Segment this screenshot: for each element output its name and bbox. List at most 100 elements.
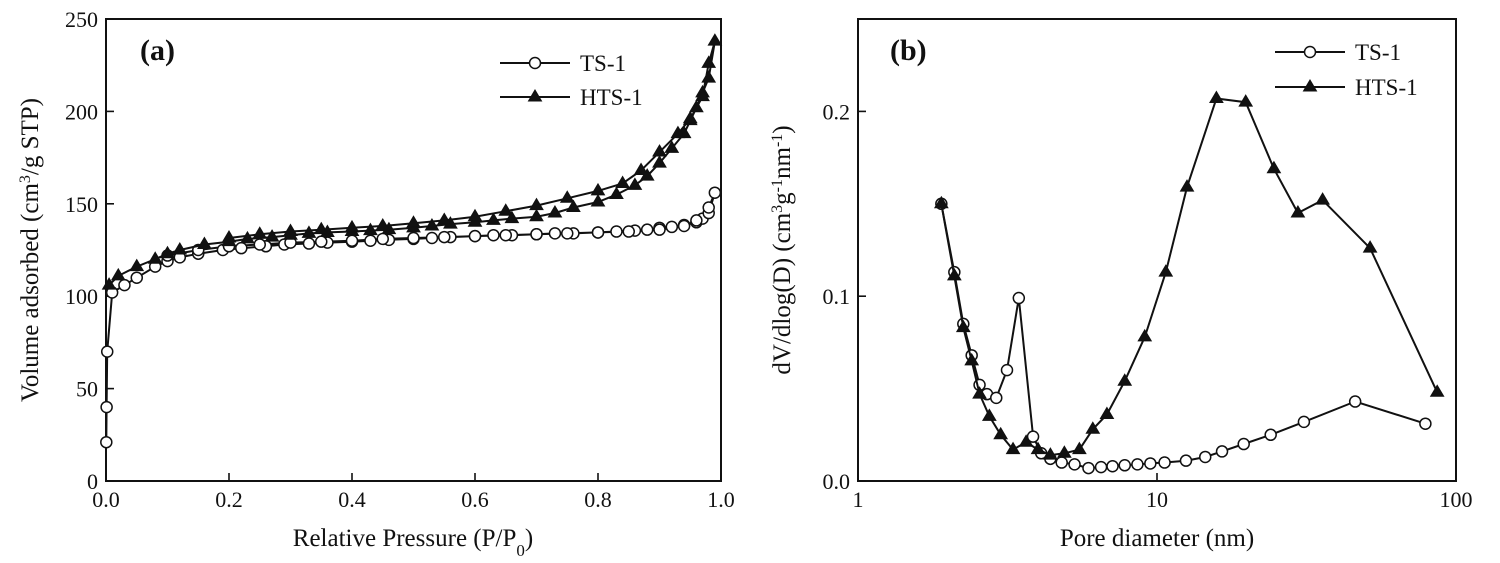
panel-a-plot-frame [105, 18, 722, 482]
data-point-ts1 [1158, 456, 1171, 469]
series-line-hts1 [940, 97, 1439, 457]
data-point-hts1 [615, 175, 630, 188]
data-point-hts1 [609, 186, 624, 200]
data-point-hts1 [701, 55, 717, 68]
data-point-hts1 [707, 33, 723, 46]
data-point-hts1 [933, 195, 949, 209]
data-point-hts1 [1209, 90, 1224, 103]
data-point-hts1 [197, 236, 212, 249]
data-point-ts1 [1144, 457, 1157, 470]
data-point-hts1 [701, 70, 717, 83]
data-point-hts1 [467, 208, 483, 222]
data-point-ts1 [640, 223, 654, 236]
data-point-hts1 [633, 162, 649, 176]
panel-b-legend-hts1-marker [1302, 79, 1318, 92]
panel-a-isotherm: 0.0 0.2 0.4 0.6 0.8 1.0 0 50 100 150 200 250 (a) Re… [17, 7, 735, 560]
data-point-hts1 [101, 277, 117, 290]
data-point-hts1 [486, 212, 501, 225]
x-tick-label: 1.0 [707, 487, 735, 512]
x-tick-label: 0.0 [92, 487, 120, 512]
data-point-hts1 [590, 193, 606, 207]
data-point-ts1 [1131, 458, 1144, 471]
data-point-hts1 [240, 230, 255, 244]
data-point-hts1 [1117, 373, 1133, 386]
data-point-hts1 [981, 408, 997, 421]
panel-b-x-axis-title: Pore diameter (nm) [1060, 525, 1254, 552]
data-point-hts1 [664, 140, 680, 153]
data-point-hts1 [547, 205, 563, 218]
panel-b-legend: TS-1 HTS-1 [1275, 40, 1418, 100]
data-point-ts1 [1082, 461, 1095, 475]
data-point-ts1 [990, 391, 1003, 405]
data-point-hts1 [283, 223, 298, 237]
data-point-hts1 [559, 190, 575, 203]
data-point-ts1 [690, 214, 703, 227]
data-point-hts1 [1266, 160, 1282, 174]
data-point-hts1 [946, 267, 962, 281]
data-point-hts1 [160, 245, 175, 259]
data-point-hts1 [1238, 94, 1254, 107]
x-tick-label: 100 [1440, 487, 1473, 512]
panel-b-series [933, 90, 1445, 475]
data-point-hts1 [1043, 447, 1058, 460]
data-point-ts1 [591, 226, 605, 239]
panel-b-y-axis-title: dV/dlog(D) (cm3g-1nm-1) [769, 125, 797, 374]
data-point-ts1 [315, 235, 328, 248]
panel-b-label: (b) [890, 34, 927, 67]
data-point-hts1 [1429, 384, 1445, 397]
data-point-hts1 [590, 182, 606, 196]
data-point-ts1 [235, 241, 248, 255]
data-point-ts1 [1012, 291, 1026, 305]
data-point-hts1 [1137, 328, 1153, 342]
data-point-hts1 [110, 267, 126, 281]
data-point-ts1 [499, 228, 512, 242]
data-point-ts1 [561, 227, 574, 240]
y-tick-label: 100 [65, 284, 98, 309]
panel-a-legend-hts1-label: HTS-1 [580, 85, 643, 110]
data-point-ts1 [302, 237, 316, 250]
data-point-hts1 [964, 352, 980, 366]
panel-b-legend-hts1-label: HTS-1 [1355, 75, 1418, 100]
data-point-ts1 [1419, 417, 1432, 430]
data-point-hts1 [221, 230, 237, 243]
data-point-ts1 [1179, 454, 1193, 467]
data-point-ts1 [376, 232, 389, 246]
y-tick-label: 150 [65, 192, 98, 217]
data-point-hts1 [147, 251, 163, 264]
data-point-hts1 [682, 110, 698, 124]
data-point-ts1 [1215, 445, 1229, 458]
x-tick-label: 0.6 [461, 487, 489, 512]
panel-a-series [100, 33, 723, 449]
data-point-hts1 [129, 258, 145, 272]
panel-b-legend-ts1-label: TS-1 [1355, 40, 1401, 65]
data-point-ts1 [1068, 458, 1081, 471]
y-tick-label: 0.2 [823, 99, 851, 124]
data-point-hts1 [993, 426, 1009, 440]
x-tick-label: 10 [1146, 487, 1168, 512]
data-point-hts1 [252, 226, 268, 239]
data-point-ts1 [708, 186, 722, 199]
y-tick-label: 50 [76, 377, 98, 402]
data-point-hts1 [406, 215, 421, 228]
data-point-ts1 [548, 227, 562, 240]
data-point-hts1 [498, 203, 514, 216]
data-point-ts1 [1055, 456, 1068, 469]
data-point-hts1 [1071, 441, 1087, 455]
data-point-hts1 [566, 199, 581, 212]
data-point-hts1 [1179, 179, 1195, 192]
x-tick-label: 0.4 [338, 487, 366, 512]
data-point-hts1 [313, 221, 329, 235]
data-point-hts1 [363, 222, 378, 236]
data-point-ts1 [1198, 450, 1212, 464]
data-point-ts1 [118, 278, 131, 292]
data-point-hts1 [264, 229, 280, 242]
data-point-ts1 [253, 238, 266, 251]
data-point-ts1 [1094, 460, 1108, 474]
panel-a-legend-ts1-label: TS-1 [580, 51, 626, 76]
panel-a-legend-hts1-marker [527, 89, 543, 102]
data-point-hts1 [529, 208, 544, 222]
data-point-hts1 [972, 386, 987, 399]
panel-b-pore-size: 1 10 100 0.0 0.1 0.2 (b) Pore diameter (nm) d… [769, 18, 1473, 552]
data-point-ts1 [610, 225, 623, 238]
data-point-ts1 [1000, 363, 1014, 377]
